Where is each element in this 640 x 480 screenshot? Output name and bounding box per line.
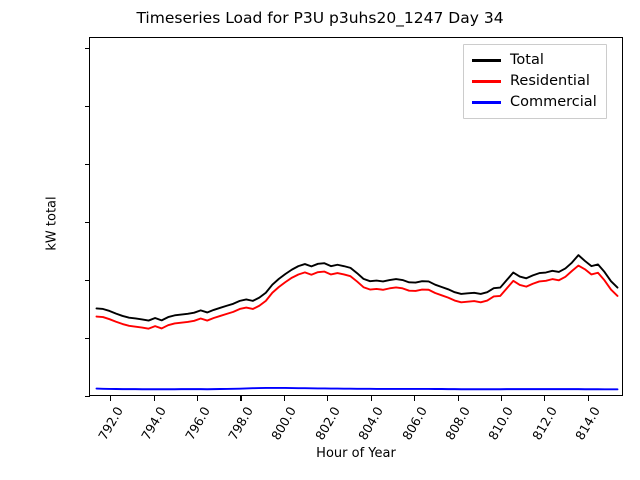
x-tick-mark xyxy=(544,396,546,401)
plot-lines xyxy=(95,254,619,391)
y-tick-mark xyxy=(85,163,90,165)
chart-legend: Total Residential Commercial xyxy=(463,44,607,119)
x-axis-label: Hour of Year xyxy=(316,446,396,461)
legend-item[interactable]: Total xyxy=(472,50,597,71)
x-tick-mark xyxy=(240,396,242,401)
y-tick-mark xyxy=(85,337,90,339)
legend-line-icon xyxy=(472,101,501,104)
x-tick-mark xyxy=(457,396,459,401)
x-tick-mark xyxy=(153,396,155,401)
legend-label: Residential xyxy=(510,73,590,90)
chart-title: Timeseries Load for P3U p3uhs20_1247 Day… xyxy=(136,9,504,27)
legend-line-icon xyxy=(472,80,501,83)
y-tick-mark xyxy=(85,48,90,50)
legend-item[interactable]: Residential xyxy=(472,71,597,92)
legend-line-icon xyxy=(472,59,501,62)
y-tick-mark xyxy=(85,395,90,397)
y-axis-label: kW total xyxy=(44,196,60,251)
y-tick-mark xyxy=(85,221,90,223)
x-tick-mark xyxy=(283,396,285,401)
legend-item[interactable]: Commercial xyxy=(472,92,597,113)
x-tick-mark xyxy=(587,396,589,401)
x-tick-mark xyxy=(500,396,503,401)
y-tick-mark xyxy=(85,279,90,281)
x-tick-mark xyxy=(327,396,329,401)
y-tick-mark xyxy=(85,105,90,108)
legend-label: Total xyxy=(510,52,544,69)
x-tick-mark xyxy=(197,396,199,401)
x-tick-mark xyxy=(414,396,416,401)
series-line-commercial xyxy=(95,387,619,391)
series-line-residential xyxy=(95,264,619,330)
legend-label: Commercial xyxy=(510,94,597,111)
series-line-total xyxy=(95,254,619,322)
x-tick-mark xyxy=(110,396,112,401)
x-tick-mark xyxy=(370,396,372,401)
